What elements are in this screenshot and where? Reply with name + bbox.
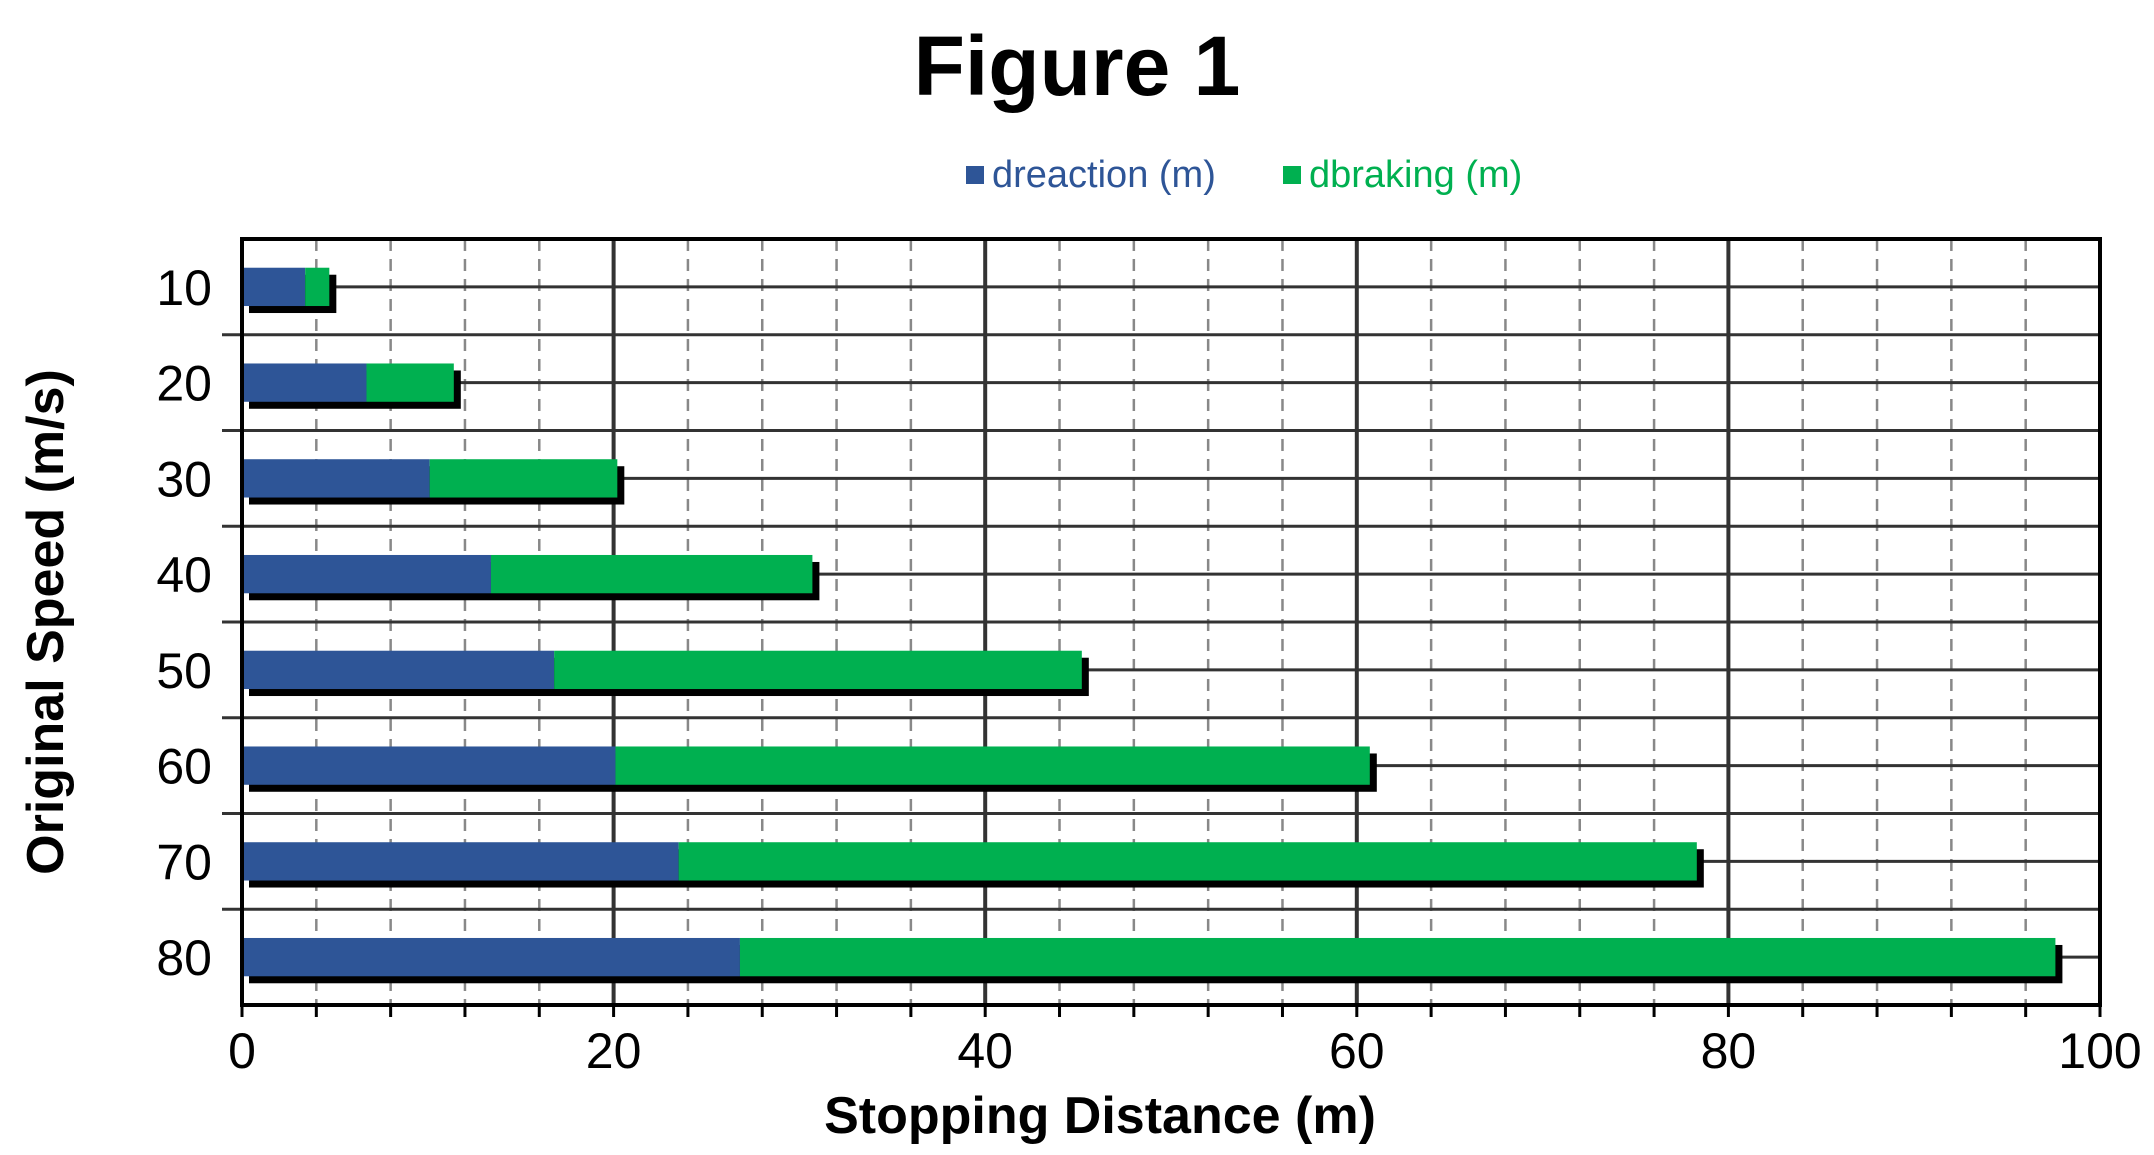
bar-dreaction-60 [242, 746, 616, 785]
x-tick-label: 40 [957, 1023, 1013, 1079]
bar-dbraking-40 [490, 554, 813, 594]
bar-dbraking-20 [366, 363, 454, 402]
x-tick-label: 0 [228, 1023, 256, 1079]
y-tick-label: 20 [156, 356, 212, 412]
legend-swatch [966, 166, 984, 184]
plot-border [240, 237, 2102, 1007]
bar-dbraking-10 [305, 267, 330, 307]
y-tick-label: 30 [156, 451, 212, 507]
y-axis-label: Original Speed (m/s) [17, 369, 75, 875]
y-tick-label: 60 [156, 739, 212, 795]
bar-dreaction-80 [242, 937, 740, 977]
x-axis-label: Stopping Distance (m) [824, 1087, 1376, 1145]
y-tick-label: 50 [156, 643, 212, 699]
y-tick-label: 40 [156, 547, 212, 603]
grid-lines [222, 239, 2100, 1005]
bar-dbraking-60 [615, 746, 1370, 785]
x-tick-label: 20 [586, 1023, 642, 1079]
bar-dbraking-80 [739, 937, 2056, 977]
chart-title: Figure 1 [914, 19, 1241, 113]
y-tick-label: 80 [156, 930, 212, 986]
legend-swatch [1283, 166, 1301, 184]
bar-dbraking-50 [554, 650, 1082, 690]
bar-dbraking-30 [429, 459, 618, 498]
bar-dreaction-40 [242, 554, 491, 594]
bar-dreaction-20 [242, 363, 367, 402]
bar-dreaction-50 [242, 650, 555, 690]
bars [242, 267, 2063, 984]
x-tick-label: 100 [2058, 1023, 2141, 1079]
bar-dreaction-30 [242, 459, 430, 498]
legend-label: dbraking (m) [1309, 154, 1522, 196]
bar-dreaction-10 [242, 267, 306, 307]
bar-dbraking-70 [678, 842, 1697, 881]
plot-frame [240, 237, 2102, 1017]
y-tick-label: 10 [156, 260, 212, 316]
x-tick-labels: 0 20 40 60 80 100 [228, 1023, 2142, 1079]
legend-label: dreaction (m) [992, 154, 1216, 196]
bar-dreaction-70 [242, 842, 679, 881]
y-tick-labels: 10 20 30 40 50 60 70 80 [156, 260, 212, 986]
x-tick-label: 80 [1701, 1023, 1757, 1079]
x-tick-label: 60 [1329, 1023, 1385, 1079]
legend: dreaction (m) dbraking (m) [966, 154, 1522, 196]
y-tick-label: 70 [156, 834, 212, 890]
